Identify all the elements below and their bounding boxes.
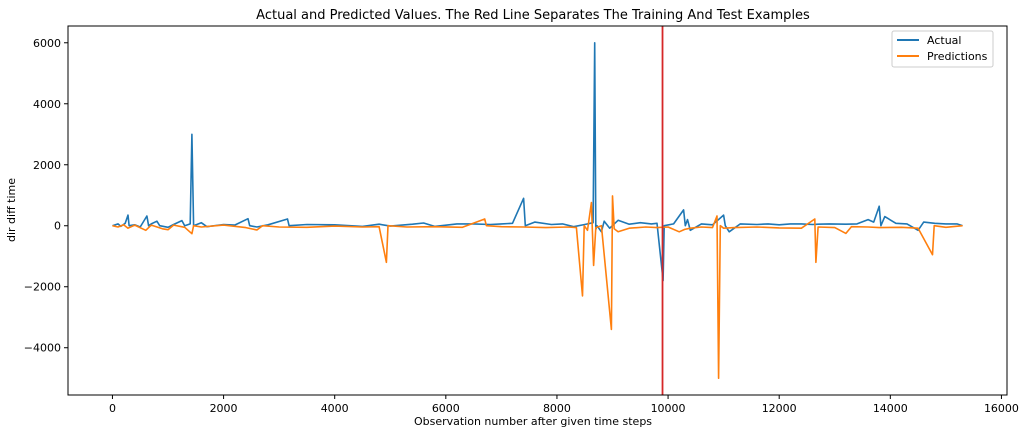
x-tick-label: 0 [109,402,116,415]
x-tick-label: 2000 [210,402,238,415]
x-tick-label: 16000 [984,402,1019,415]
y-tick-label: 2000 [33,159,61,172]
x-axis-label: Observation number after given time step… [414,415,652,428]
series-line-actual [112,41,963,282]
series-line-predictions [112,195,963,380]
y-tick-label: 0 [54,220,61,233]
legend: Actual Predictions [891,30,994,68]
x-tick-label: 4000 [321,402,349,415]
x-tick-label: 10000 [651,402,686,415]
chart-title: Actual and Predicted Values. The Red Lin… [256,8,810,23]
y-axis-label: dir diff time [5,178,18,242]
x-tick-label: 14000 [873,402,908,415]
y-tick-label: 4000 [33,98,61,111]
legend-label-predictions: Predictions [927,50,988,63]
legend-label-actual: Actual [927,34,961,47]
y-tick-label: −4000 [24,342,61,355]
y-tick-label: −2000 [24,281,61,294]
y-tick-label: 6000 [33,37,61,50]
x-tick-label: 12000 [762,402,797,415]
plot-frame [67,25,1008,396]
x-tick-label: 6000 [432,402,460,415]
x-tick-label: 8000 [543,402,571,415]
